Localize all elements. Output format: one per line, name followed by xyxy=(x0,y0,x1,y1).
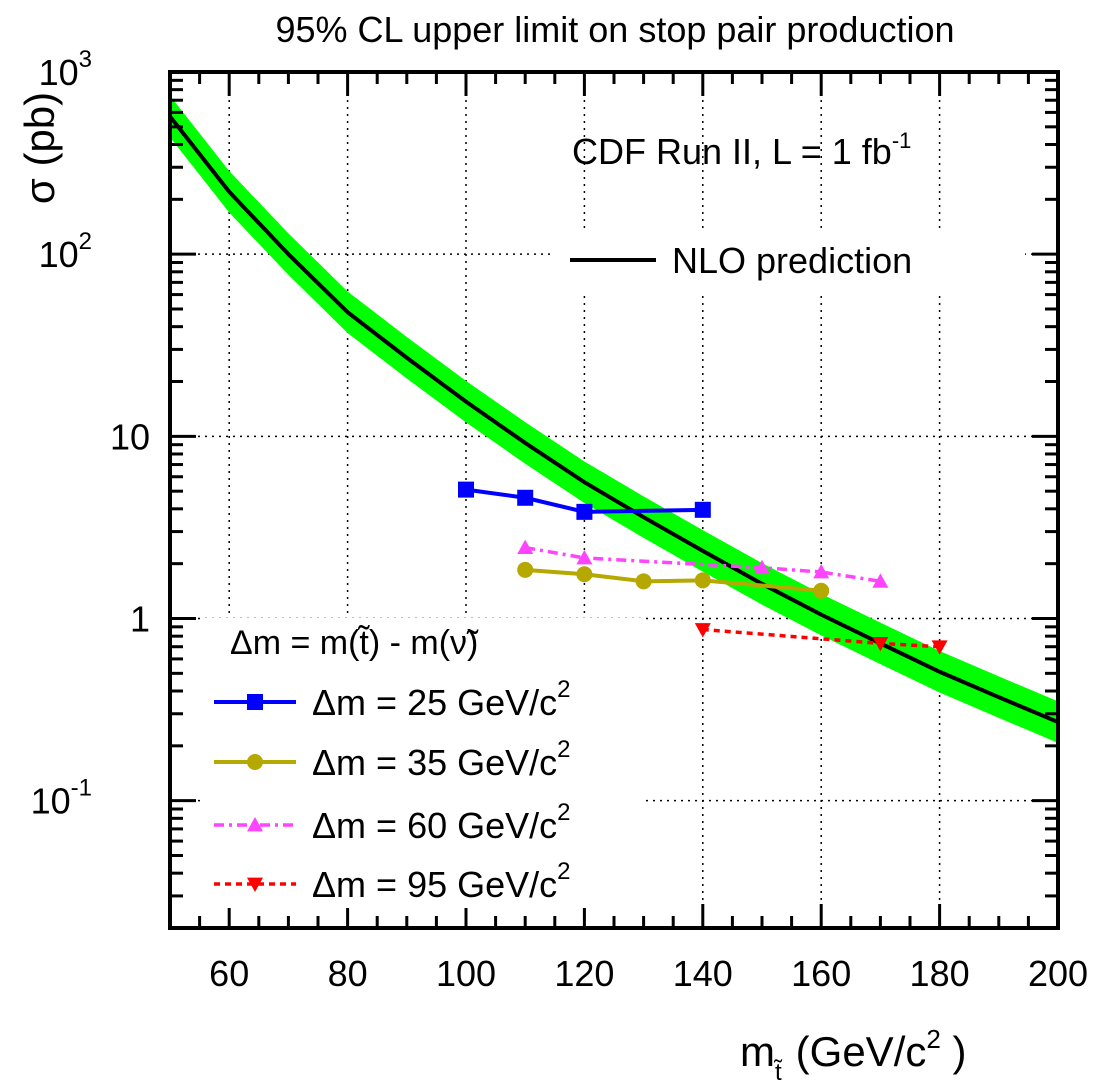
x-axis-label-unit-close: ) xyxy=(941,1028,967,1075)
series-1-point-2 xyxy=(635,573,652,590)
x-tick-labels: 60 80 100 120 140 160 180 200 xyxy=(209,953,1088,994)
legend-marker-1 xyxy=(247,754,263,770)
x-tick-label-140: 140 xyxy=(673,953,733,994)
x-tick-label-160: 160 xyxy=(791,953,851,994)
legend-header: Δm = m(t̃) - m(ν̃) xyxy=(230,624,479,662)
series-3-point-0 xyxy=(694,623,711,638)
series-2-point-1 xyxy=(576,549,593,565)
x-axis-label: mt̃ (GeV/c2 ) xyxy=(740,1024,967,1084)
nlo-prediction-line xyxy=(168,115,1059,724)
chart-title: 95% CL upper limit on stop pair producti… xyxy=(275,9,954,50)
series-group xyxy=(458,481,948,655)
legend: Δm = m(t̃) - m(ν̃) Δm = 25 GeV/c2 Δm = 35… xyxy=(200,618,645,908)
annotation: CDF Run II, L = 1 fb-1 xyxy=(572,128,911,172)
nlo-band-area xyxy=(170,95,1058,743)
legend-marker-0 xyxy=(247,694,263,710)
x-axis-label-sub: t̃ xyxy=(773,1059,783,1084)
legend-label-2: Δm = 60 GeV/c2 xyxy=(312,799,571,846)
series-2-point-0 xyxy=(517,539,534,555)
series-0-line xyxy=(465,487,703,514)
legend-marker-3 xyxy=(247,877,263,892)
series-2-point-3 xyxy=(813,564,830,579)
x-tick-label-200: 200 xyxy=(1028,953,1088,994)
series-2-point-4 xyxy=(872,573,889,588)
series-0-point-2 xyxy=(576,503,593,520)
legend-label-0: Δm = 25 GeV/c2 xyxy=(312,676,571,723)
x-tick-label-120: 120 xyxy=(554,953,614,994)
y-tick-label-4: 10-1 xyxy=(31,775,92,822)
nlo-line xyxy=(168,115,1059,724)
y-tick-label-0: 103 xyxy=(39,46,92,93)
series-2-point-2 xyxy=(754,559,770,575)
series-0-point-0 xyxy=(458,481,474,498)
x-tick-label-80: 80 xyxy=(328,953,368,994)
x-tick-label-60: 60 xyxy=(209,953,249,994)
y-tick-label-1: 102 xyxy=(39,228,92,275)
legend-label-3: Δm = 95 GeV/c2 xyxy=(312,858,571,905)
x-axis-label-unit-sup: 2 xyxy=(926,1024,940,1054)
series-1-point-4 xyxy=(813,582,830,599)
x-axis-label-unit: (GeV/c xyxy=(796,1028,927,1075)
series-0-point-3 xyxy=(694,501,711,518)
legend-label-1: Δm = 35 GeV/c2 xyxy=(312,736,571,783)
legend-nlo: NLO prediction xyxy=(555,228,1025,294)
series-1 xyxy=(517,561,830,599)
y-axis-label: σ (pb) xyxy=(16,92,63,204)
series-3 xyxy=(694,623,948,655)
series-3-point-2 xyxy=(931,640,948,655)
y-tick-label-3: 1 xyxy=(130,599,150,640)
x-tick-label-180: 180 xyxy=(910,953,970,994)
series-1-point-3 xyxy=(694,572,711,589)
annotation-sup: -1 xyxy=(892,128,912,153)
series-1-point-0 xyxy=(517,561,534,578)
series-0 xyxy=(458,481,711,520)
y-tick-label-2: 10 xyxy=(110,416,150,457)
series-3-point-1 xyxy=(872,637,889,652)
legend-marker-2 xyxy=(247,817,263,832)
legend-nlo-label: NLO prediction xyxy=(672,240,912,281)
x-tick-label-100: 100 xyxy=(436,953,496,994)
series-1-point-1 xyxy=(576,566,593,583)
series-0-point-1 xyxy=(517,489,534,506)
series-2 xyxy=(517,539,889,588)
annotation-text: CDF Run II, L = 1 fb xyxy=(572,131,892,172)
nlo-band xyxy=(170,95,1058,743)
x-axis-label-main: m xyxy=(740,1028,775,1075)
